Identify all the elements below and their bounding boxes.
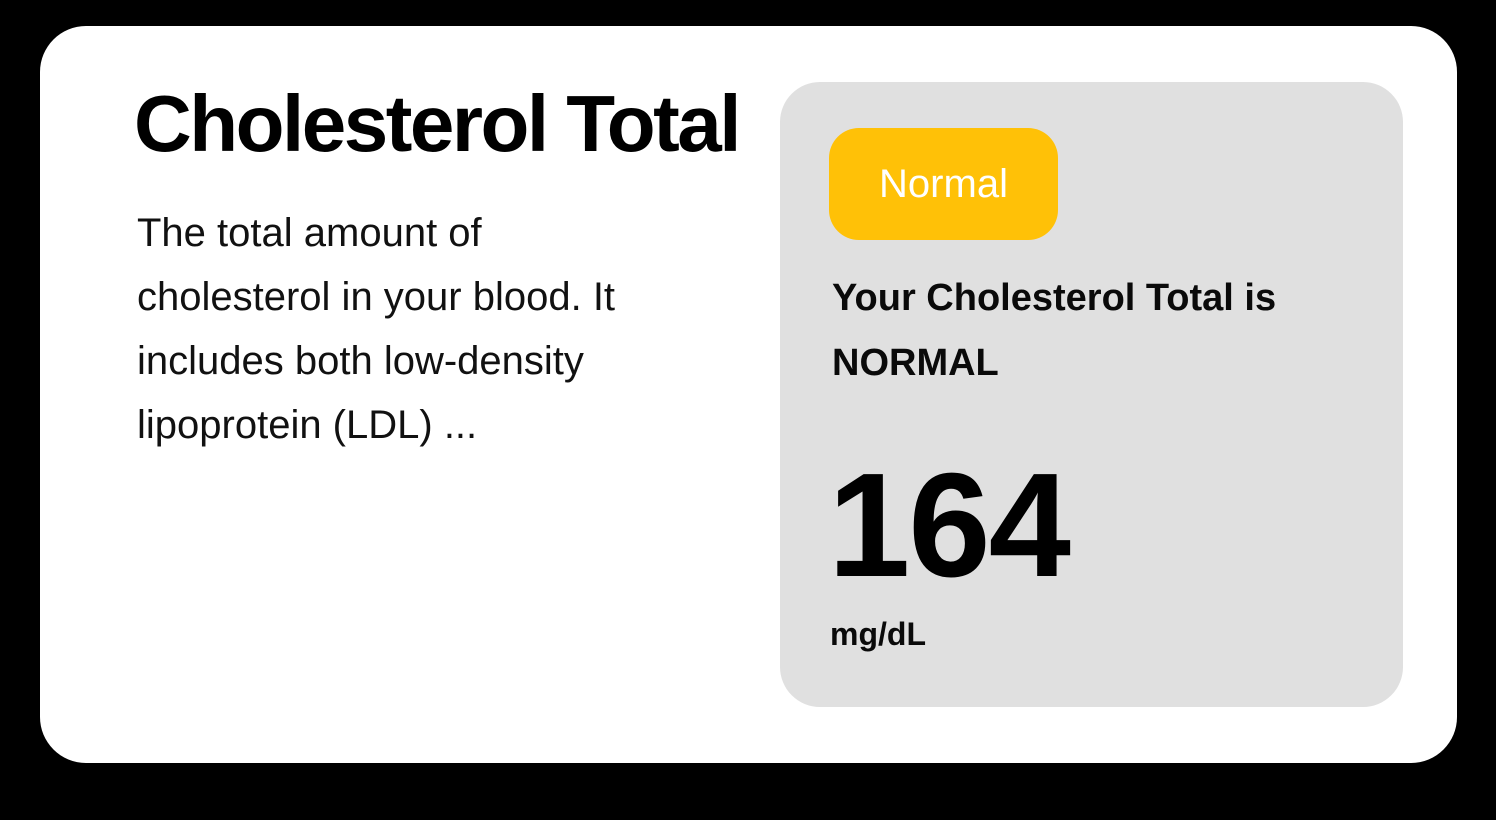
card-description: The total amount of cholesterol in your … xyxy=(137,211,616,447)
result-value: 164 xyxy=(828,443,1071,608)
status-badge-label: Normal xyxy=(879,161,1008,206)
result-unit: mg/dL xyxy=(830,616,926,652)
status-text-line2: NORMAL xyxy=(832,342,999,384)
card-title: Cholesterol Total xyxy=(134,79,741,168)
status-text: Your Cholesterol Total is NORMAL xyxy=(832,266,1276,396)
cholesterol-card[interactable]: Cholesterol Total The total amount of ch… xyxy=(40,26,1457,763)
result-panel: Normal Your Cholesterol Total is NORMAL … xyxy=(780,82,1403,707)
status-text-line1: Your Cholesterol Total is xyxy=(832,277,1277,319)
status-badge: Normal xyxy=(829,128,1058,240)
